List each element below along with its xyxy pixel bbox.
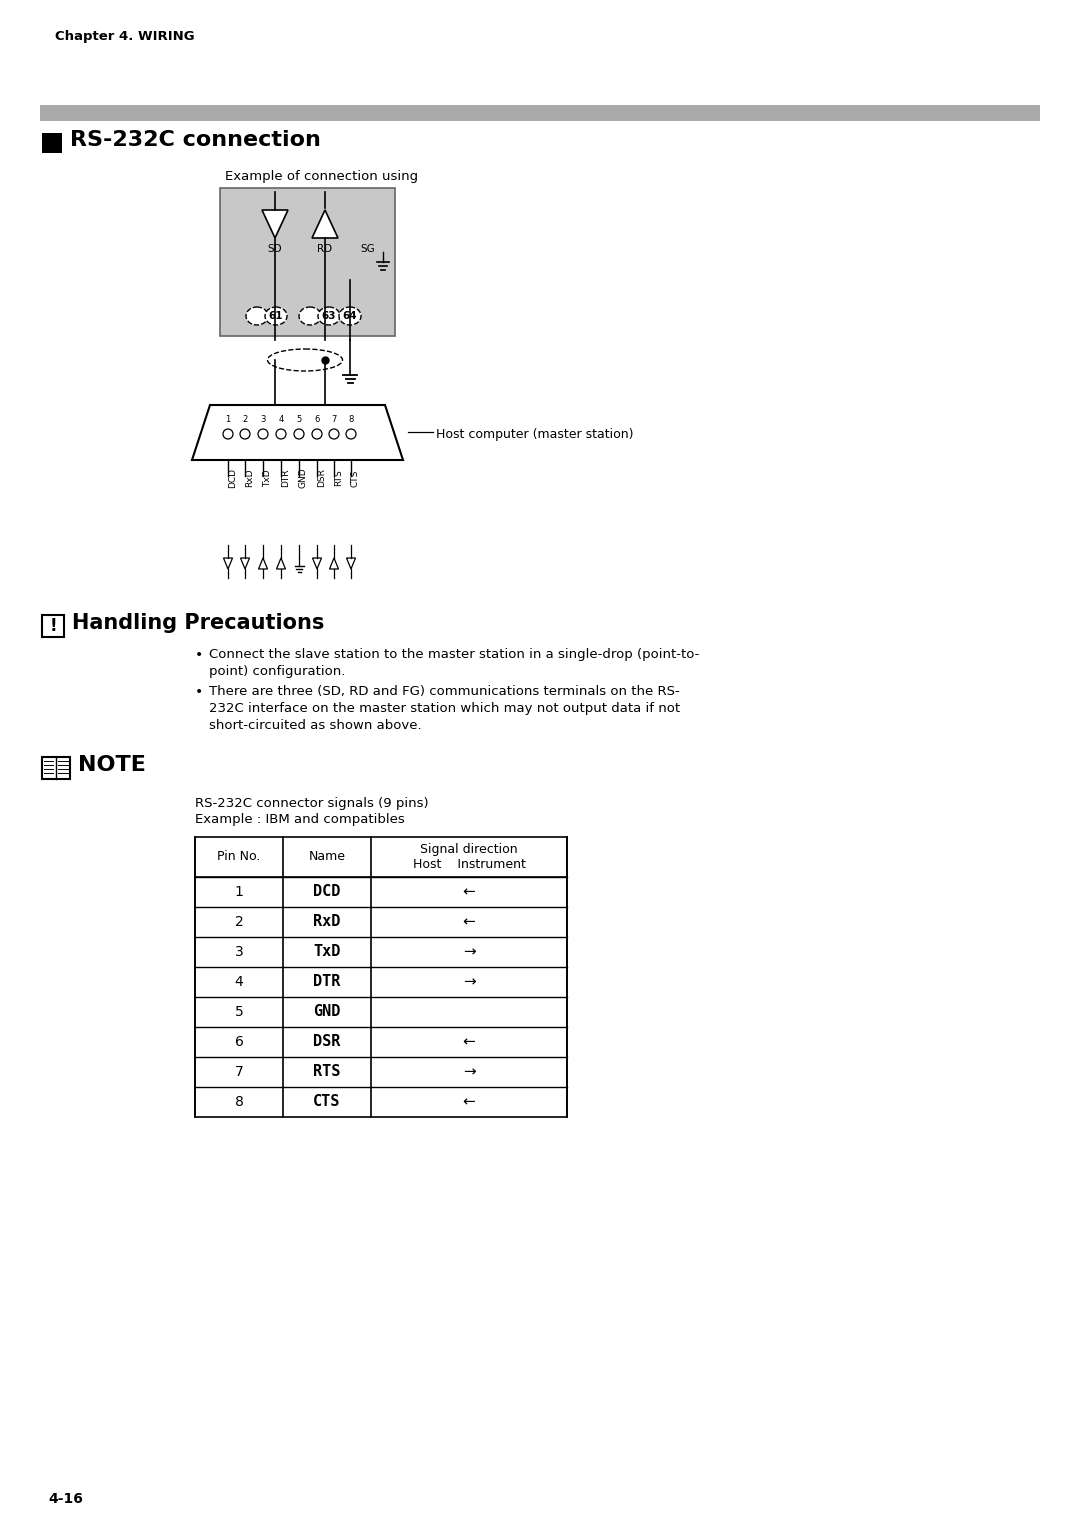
Text: DTR: DTR bbox=[313, 975, 340, 990]
Text: 3: 3 bbox=[260, 416, 266, 425]
Ellipse shape bbox=[318, 307, 340, 325]
Text: ←: ← bbox=[462, 914, 475, 929]
Bar bbox=[220, 188, 395, 336]
Text: →: → bbox=[462, 1065, 475, 1079]
Text: Example : IBM and compatibles: Example : IBM and compatibles bbox=[195, 813, 405, 827]
Text: DSR: DSR bbox=[313, 1034, 340, 1050]
Polygon shape bbox=[258, 558, 268, 568]
Text: TxD: TxD bbox=[264, 469, 272, 487]
Text: Pin No.: Pin No. bbox=[217, 851, 260, 863]
Text: Name: Name bbox=[309, 851, 346, 863]
Text: •: • bbox=[195, 685, 203, 698]
Text: ←: ← bbox=[462, 1094, 475, 1109]
Text: RS-232C connector signals (9 pins): RS-232C connector signals (9 pins) bbox=[195, 798, 429, 810]
Ellipse shape bbox=[299, 307, 321, 325]
Text: 6: 6 bbox=[234, 1034, 243, 1050]
Text: 2: 2 bbox=[234, 915, 243, 929]
Text: Connect the slave station to the master station in a single-drop (point-to-: Connect the slave station to the master … bbox=[210, 648, 700, 662]
Text: 64: 64 bbox=[342, 312, 357, 321]
Circle shape bbox=[276, 429, 286, 439]
Text: 3: 3 bbox=[234, 944, 243, 960]
Text: GND: GND bbox=[313, 1004, 340, 1019]
Polygon shape bbox=[241, 558, 249, 568]
Text: point) configuration.: point) configuration. bbox=[210, 665, 346, 678]
Text: 1: 1 bbox=[234, 885, 243, 898]
Text: CTS: CTS bbox=[351, 469, 360, 487]
Polygon shape bbox=[276, 558, 285, 568]
Text: DCD: DCD bbox=[228, 468, 237, 487]
Text: 232C interface on the master station which may not output data if not: 232C interface on the master station whi… bbox=[210, 701, 680, 715]
Text: ←: ← bbox=[462, 885, 475, 900]
Text: 5: 5 bbox=[296, 416, 301, 425]
Text: →: → bbox=[462, 975, 475, 990]
Text: Handling Precautions: Handling Precautions bbox=[72, 613, 324, 633]
Circle shape bbox=[240, 429, 249, 439]
Text: TxD: TxD bbox=[313, 944, 340, 960]
Polygon shape bbox=[347, 558, 355, 568]
Text: SG: SG bbox=[361, 244, 376, 254]
Text: 8: 8 bbox=[349, 416, 353, 425]
Text: Chapter 4. WIRING: Chapter 4. WIRING bbox=[55, 31, 194, 43]
Text: 7: 7 bbox=[332, 416, 337, 425]
Polygon shape bbox=[192, 405, 403, 460]
Text: RTS: RTS bbox=[313, 1065, 340, 1079]
Text: →: → bbox=[462, 944, 475, 960]
Text: short-circuited as shown above.: short-circuited as shown above. bbox=[210, 720, 421, 732]
Text: Example of connection using: Example of connection using bbox=[225, 170, 418, 183]
Circle shape bbox=[294, 429, 303, 439]
Ellipse shape bbox=[339, 307, 361, 325]
Circle shape bbox=[222, 429, 233, 439]
Circle shape bbox=[346, 429, 356, 439]
Text: Host    Instrument: Host Instrument bbox=[413, 857, 526, 871]
Circle shape bbox=[329, 429, 339, 439]
Polygon shape bbox=[312, 209, 338, 238]
Text: 5: 5 bbox=[234, 1005, 243, 1019]
Text: •: • bbox=[195, 648, 203, 662]
Text: RD: RD bbox=[318, 244, 333, 254]
Polygon shape bbox=[262, 209, 288, 238]
Text: 63: 63 bbox=[322, 312, 336, 321]
Text: DCD: DCD bbox=[313, 885, 340, 900]
Text: DSR: DSR bbox=[318, 469, 326, 487]
Circle shape bbox=[258, 429, 268, 439]
Text: RTS: RTS bbox=[334, 469, 343, 486]
Bar bbox=[40, 105, 1040, 121]
Circle shape bbox=[312, 429, 322, 439]
Text: Host computer (master station): Host computer (master station) bbox=[436, 428, 634, 442]
Bar bbox=[42, 133, 62, 153]
Polygon shape bbox=[312, 558, 322, 568]
Text: ←: ← bbox=[462, 1034, 475, 1050]
Text: GND: GND bbox=[299, 468, 308, 489]
Text: DTR: DTR bbox=[281, 469, 291, 487]
Text: There are three (SD, RD and FG) communications terminals on the RS-: There are three (SD, RD and FG) communic… bbox=[210, 685, 679, 698]
Text: 7: 7 bbox=[234, 1065, 243, 1079]
Text: CTS: CTS bbox=[313, 1094, 340, 1109]
Text: 4: 4 bbox=[279, 416, 284, 425]
Text: RS-232C connection: RS-232C connection bbox=[70, 130, 321, 150]
Text: RxD: RxD bbox=[245, 469, 254, 487]
Text: Signal direction: Signal direction bbox=[420, 843, 517, 857]
Text: 61: 61 bbox=[269, 312, 283, 321]
Bar bbox=[195, 837, 567, 1117]
Text: 1: 1 bbox=[226, 416, 231, 425]
Ellipse shape bbox=[265, 307, 287, 325]
Text: 4-16: 4-16 bbox=[48, 1491, 83, 1507]
Text: SD: SD bbox=[268, 244, 282, 254]
Text: RxD: RxD bbox=[313, 914, 340, 929]
Text: 4: 4 bbox=[234, 975, 243, 989]
Ellipse shape bbox=[246, 307, 268, 325]
Text: NOTE: NOTE bbox=[78, 755, 146, 775]
Text: 8: 8 bbox=[234, 1096, 243, 1109]
Bar bbox=[42, 614, 64, 637]
Polygon shape bbox=[224, 558, 232, 568]
Bar bbox=[42, 756, 70, 779]
Text: 2: 2 bbox=[242, 416, 247, 425]
Text: 6: 6 bbox=[314, 416, 320, 425]
Text: !: ! bbox=[50, 617, 57, 636]
Polygon shape bbox=[329, 558, 338, 568]
